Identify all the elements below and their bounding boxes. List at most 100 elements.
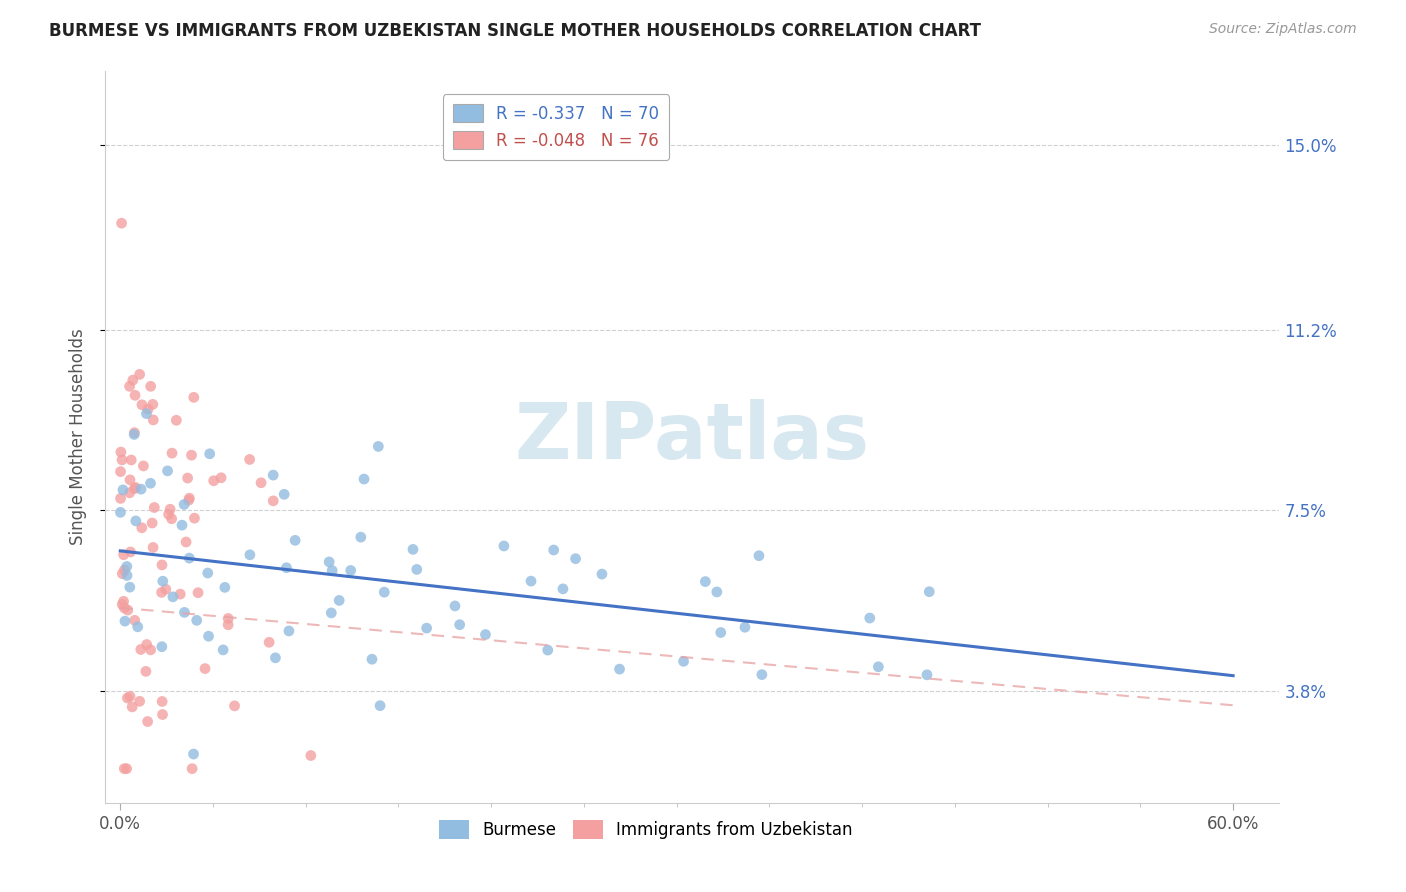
Point xyxy=(143,500,166,515)
Point xyxy=(142,397,165,411)
Point xyxy=(112,762,135,776)
Point xyxy=(135,407,157,421)
Point xyxy=(361,652,384,666)
Point xyxy=(187,585,209,599)
Point xyxy=(202,474,225,488)
Point xyxy=(318,555,340,569)
Point xyxy=(179,551,201,566)
Point xyxy=(135,665,157,679)
Point xyxy=(129,482,152,496)
Point xyxy=(591,567,613,582)
Point xyxy=(122,427,145,442)
Point xyxy=(142,413,165,427)
Point xyxy=(492,539,515,553)
Point xyxy=(197,629,219,643)
Point xyxy=(543,543,565,558)
Point xyxy=(276,560,298,574)
Point xyxy=(118,690,141,704)
Point xyxy=(174,535,197,549)
Point xyxy=(239,548,262,562)
Point xyxy=(695,574,717,589)
Point xyxy=(155,582,177,597)
Text: Source: ZipAtlas.com: Source: ZipAtlas.com xyxy=(1209,22,1357,37)
Point xyxy=(217,611,239,625)
Point xyxy=(262,494,284,508)
Point xyxy=(110,505,132,519)
Point xyxy=(367,440,389,454)
Point xyxy=(194,662,217,676)
Point xyxy=(150,585,173,599)
Point xyxy=(124,482,146,496)
Point xyxy=(173,606,195,620)
Point xyxy=(124,613,146,627)
Point xyxy=(212,643,235,657)
Point xyxy=(183,511,205,525)
Point xyxy=(121,373,143,387)
Point xyxy=(444,599,467,613)
Point xyxy=(186,613,208,627)
Point xyxy=(181,762,204,776)
Point xyxy=(131,398,153,412)
Point xyxy=(328,593,350,607)
Point xyxy=(112,601,135,615)
Point xyxy=(262,468,284,483)
Point xyxy=(918,584,941,599)
Point xyxy=(214,580,236,594)
Point xyxy=(121,699,143,714)
Point xyxy=(217,617,239,632)
Point xyxy=(114,614,136,628)
Point xyxy=(170,518,193,533)
Point xyxy=(110,465,132,479)
Point xyxy=(124,388,146,402)
Point xyxy=(368,698,391,713)
Point xyxy=(239,452,262,467)
Point xyxy=(127,620,149,634)
Point xyxy=(118,580,141,594)
Point xyxy=(124,481,146,495)
Point xyxy=(159,502,181,516)
Point xyxy=(128,368,150,382)
Point xyxy=(176,471,198,485)
Point xyxy=(710,625,733,640)
Point xyxy=(125,514,148,528)
Point xyxy=(129,642,152,657)
Point xyxy=(135,638,157,652)
Point xyxy=(748,549,770,563)
Point xyxy=(117,603,139,617)
Point xyxy=(111,453,134,467)
Point xyxy=(257,635,280,649)
Point xyxy=(152,707,174,722)
Point xyxy=(115,568,138,582)
Point xyxy=(111,483,134,497)
Y-axis label: Single Mother Households: Single Mother Households xyxy=(69,329,87,545)
Point xyxy=(160,512,183,526)
Point xyxy=(672,654,695,668)
Point xyxy=(111,566,134,581)
Point xyxy=(277,624,299,638)
Point xyxy=(117,691,139,706)
Point xyxy=(197,566,219,580)
Point xyxy=(273,487,295,501)
Point xyxy=(350,530,373,544)
Point xyxy=(449,617,471,632)
Point xyxy=(173,498,195,512)
Text: BURMESE VS IMMIGRANTS FROM UZBEKISTAN SINGLE MOTHER HOUSEHOLDS CORRELATION CHART: BURMESE VS IMMIGRANTS FROM UZBEKISTAN SI… xyxy=(49,22,981,40)
Point xyxy=(373,585,395,599)
Point xyxy=(179,491,201,506)
Point xyxy=(131,521,153,535)
Point xyxy=(156,464,179,478)
Point xyxy=(537,643,560,657)
Point xyxy=(110,216,132,230)
Point xyxy=(415,621,437,635)
Point xyxy=(474,627,496,641)
Point xyxy=(165,413,187,427)
Point xyxy=(112,594,135,608)
Point xyxy=(609,662,631,676)
Point xyxy=(139,476,162,491)
Point xyxy=(120,453,142,467)
Point xyxy=(264,650,287,665)
Point xyxy=(160,446,183,460)
Point xyxy=(150,640,173,654)
Point xyxy=(339,564,361,578)
Point xyxy=(141,516,163,530)
